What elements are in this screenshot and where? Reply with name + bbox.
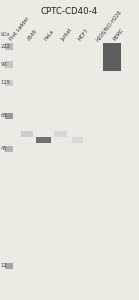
Bar: [5, 61, 13, 68]
Text: Prot Ladder: Prot Ladder: [9, 16, 31, 42]
Text: MCF7: MCF7: [78, 28, 90, 42]
Text: 45: 45: [0, 146, 7, 151]
Bar: [5, 80, 13, 85]
Text: A549: A549: [27, 29, 39, 42]
Text: CPTC-CD40-4: CPTC-CD40-4: [41, 8, 98, 16]
Text: H226/NCI-H226: H226/NCI-H226: [95, 9, 123, 42]
Text: 222: 222: [0, 44, 11, 49]
Bar: [5, 44, 13, 50]
Bar: [103, 43, 121, 71]
Text: 115: 115: [0, 80, 11, 85]
Bar: [5, 112, 13, 118]
Bar: [5, 262, 13, 268]
Text: HeLa: HeLa: [44, 29, 55, 42]
Text: PBMC: PBMC: [112, 28, 125, 42]
Text: 90: 90: [0, 62, 7, 67]
Text: 65: 65: [0, 113, 7, 118]
Bar: [5, 146, 13, 152]
Text: Jurkat: Jurkat: [61, 27, 74, 42]
Bar: [72, 136, 83, 142]
Bar: [54, 130, 67, 136]
Bar: [36, 136, 51, 142]
Text: kDa: kDa: [1, 32, 10, 37]
Bar: [21, 130, 33, 136]
Text: 12: 12: [0, 263, 7, 268]
